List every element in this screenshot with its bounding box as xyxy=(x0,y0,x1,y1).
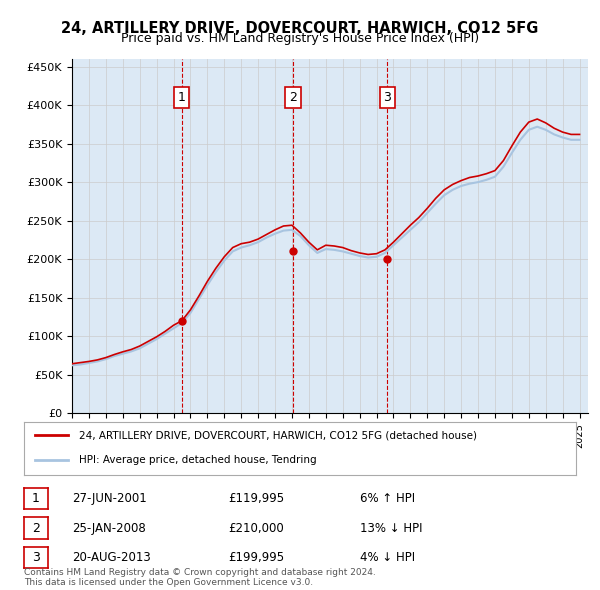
Text: 1: 1 xyxy=(178,91,186,104)
Text: 24, ARTILLERY DRIVE, DOVERCOURT, HARWICH, CO12 5FG (detached house): 24, ARTILLERY DRIVE, DOVERCOURT, HARWICH… xyxy=(79,430,477,440)
Text: 2: 2 xyxy=(32,522,40,535)
Text: 27-JUN-2001: 27-JUN-2001 xyxy=(72,492,147,505)
Text: Contains HM Land Registry data © Crown copyright and database right 2024.: Contains HM Land Registry data © Crown c… xyxy=(24,568,376,577)
Text: 25-JAN-2008: 25-JAN-2008 xyxy=(72,522,146,535)
Text: This data is licensed under the Open Government Licence v3.0.: This data is licensed under the Open Gov… xyxy=(24,578,313,587)
Text: 3: 3 xyxy=(32,551,40,564)
Text: 6% ↑ HPI: 6% ↑ HPI xyxy=(360,492,415,505)
Text: Price paid vs. HM Land Registry's House Price Index (HPI): Price paid vs. HM Land Registry's House … xyxy=(121,32,479,45)
Text: 20-AUG-2013: 20-AUG-2013 xyxy=(72,551,151,564)
Text: £210,000: £210,000 xyxy=(228,522,284,535)
Text: 24, ARTILLERY DRIVE, DOVERCOURT, HARWICH, CO12 5FG: 24, ARTILLERY DRIVE, DOVERCOURT, HARWICH… xyxy=(61,21,539,35)
Text: £119,995: £119,995 xyxy=(228,492,284,505)
Text: 13% ↓ HPI: 13% ↓ HPI xyxy=(360,522,422,535)
Text: 1: 1 xyxy=(32,492,40,505)
Text: £199,995: £199,995 xyxy=(228,551,284,564)
Text: 3: 3 xyxy=(383,91,391,104)
Text: 2: 2 xyxy=(289,91,297,104)
Text: 4% ↓ HPI: 4% ↓ HPI xyxy=(360,551,415,564)
Text: HPI: Average price, detached house, Tendring: HPI: Average price, detached house, Tend… xyxy=(79,455,317,465)
